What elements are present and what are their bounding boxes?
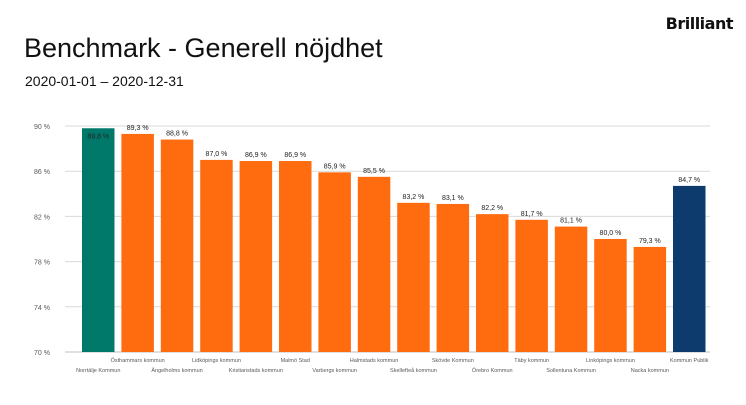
value-label: 89,3 %	[127, 125, 149, 132]
value-label: 79,3 %	[639, 238, 661, 245]
y-tick-label: 82 %	[34, 214, 50, 221]
category-label: Malmö Stad	[281, 358, 310, 364]
chart-subtitle: 2020-01-01 – 2020-12-31	[25, 73, 184, 89]
category-label: Nacka kommun	[631, 368, 669, 374]
bar	[318, 172, 351, 352]
bar	[515, 219, 548, 352]
bar	[476, 214, 509, 352]
category-label: Täby kommun	[514, 358, 549, 364]
bar	[160, 139, 194, 352]
y-tick-label: 74 %	[34, 305, 50, 312]
value-labels: 89,8 % 89,3 % 88,8 % 87,0 % 86,9 % 86,9 % 85,9…	[87, 125, 700, 245]
category-label: Kristianstads kommun	[229, 368, 283, 374]
bar	[673, 185, 706, 352]
bar	[436, 203, 470, 352]
category-label: Norrtälje Kommun	[76, 368, 120, 374]
value-label: 85,9 %	[324, 163, 346, 170]
value-label: 89,8 %	[87, 133, 109, 140]
bar	[239, 161, 273, 352]
category-label: Halmstads kommun	[350, 358, 399, 364]
category-label: Kommun Publik	[670, 358, 709, 364]
value-label: 83,2 %	[403, 194, 425, 201]
bar	[633, 246, 667, 352]
category-label: Sollentuna Kommun	[546, 368, 596, 374]
y-axis-ticks: 70 % 74 % 78 % 82 % 86 % 90 %	[34, 124, 50, 357]
value-label: 86,9 %	[284, 152, 306, 159]
value-label: 87,0 %	[206, 151, 228, 158]
category-label: Örebro Kommun	[472, 367, 513, 374]
bar	[554, 226, 588, 352]
bar	[357, 176, 391, 352]
category-label: Skellefteå kommun	[390, 367, 437, 374]
bar	[200, 159, 233, 352]
category-label: Lidköpings kommun	[192, 358, 241, 364]
value-label: 84,7 %	[678, 177, 700, 184]
category-label: Linköpings kommun	[586, 358, 635, 364]
bar	[279, 161, 312, 352]
bar	[594, 239, 627, 352]
value-label: 82,2 %	[481, 205, 503, 212]
y-tick-label: 78 %	[34, 260, 50, 267]
value-label: 80,0 %	[600, 230, 622, 237]
category-label: Varbergs kommun	[312, 368, 357, 374]
bar	[397, 202, 430, 352]
y-tick-label: 90 %	[34, 124, 50, 131]
value-label: 85,5 %	[363, 168, 385, 175]
value-label: 83,1 %	[442, 195, 464, 202]
bar	[82, 128, 115, 352]
category-label: Skövde Kommun	[432, 358, 474, 364]
value-label: 81,1 %	[560, 218, 582, 225]
bar	[121, 133, 154, 352]
chart-title: Benchmark - Generell nöjdhet	[24, 33, 383, 63]
value-label: 88,8 %	[166, 131, 188, 138]
y-tick-label: 70 %	[34, 350, 50, 357]
category-label: Östhammars kommun	[111, 357, 165, 364]
brand-logo: Brilliant	[665, 14, 734, 33]
value-label: 81,7 %	[521, 211, 543, 218]
x-axis-labels: Norrtälje Kommun Östhammars kommun Ängelho…	[76, 357, 709, 374]
bars	[82, 128, 706, 352]
y-tick-label: 86 %	[34, 169, 50, 176]
category-label: Ängelholms kommun	[151, 367, 202, 374]
value-label: 86,9 %	[245, 152, 267, 159]
